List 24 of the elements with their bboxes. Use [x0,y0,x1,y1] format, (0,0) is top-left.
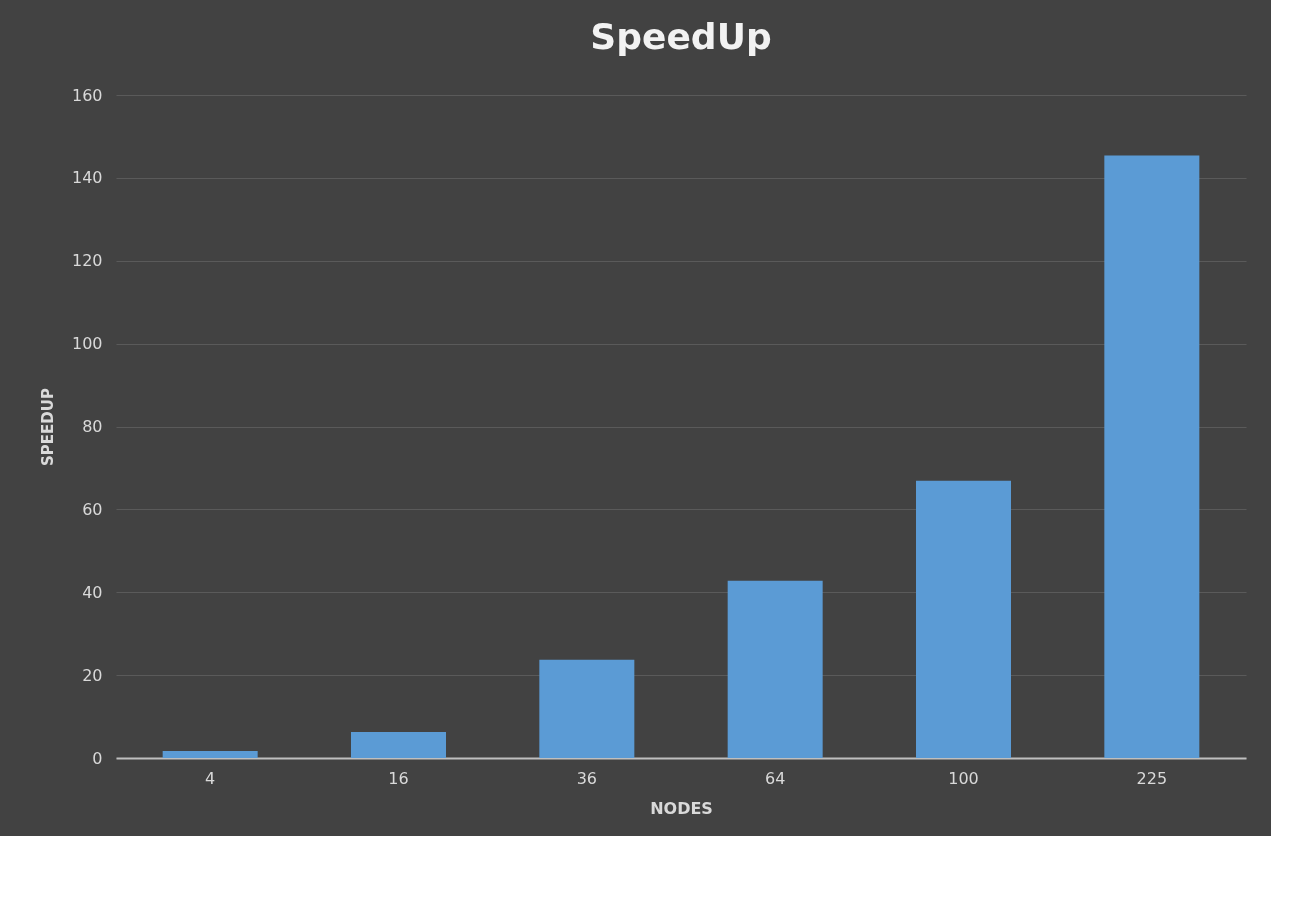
bar [539,659,635,758]
x-tick-label: 100 [948,768,979,788]
bar [162,750,258,758]
y-tick-label: 120 [71,251,103,271]
x-tick-label: 64 [764,768,786,788]
y-axis-title: SPEEDUP [38,388,57,466]
bar [916,480,1011,758]
bar [1104,155,1200,758]
y-tick-label: 80 [82,417,103,436]
y-tick-label: 20 [82,665,103,685]
y-tick-label: 140 [71,168,103,188]
y-tick-label: 60 [82,499,103,519]
x-tick-label: 16 [388,768,409,788]
y-tick-label: 40 [82,582,103,602]
y-tick-label: 160 [71,85,103,105]
x-tick-label: 36 [576,768,598,788]
x-tick-label: 4 [205,768,216,788]
x-axis-title: NODES [650,798,713,818]
bar [727,580,823,758]
x-tick-label: 225 [1136,768,1168,788]
bar [351,731,446,758]
y-tick-label: 0 [92,748,103,768]
y-tick-label: 100 [71,334,103,354]
chart-title: SpeedUp [590,16,772,57]
